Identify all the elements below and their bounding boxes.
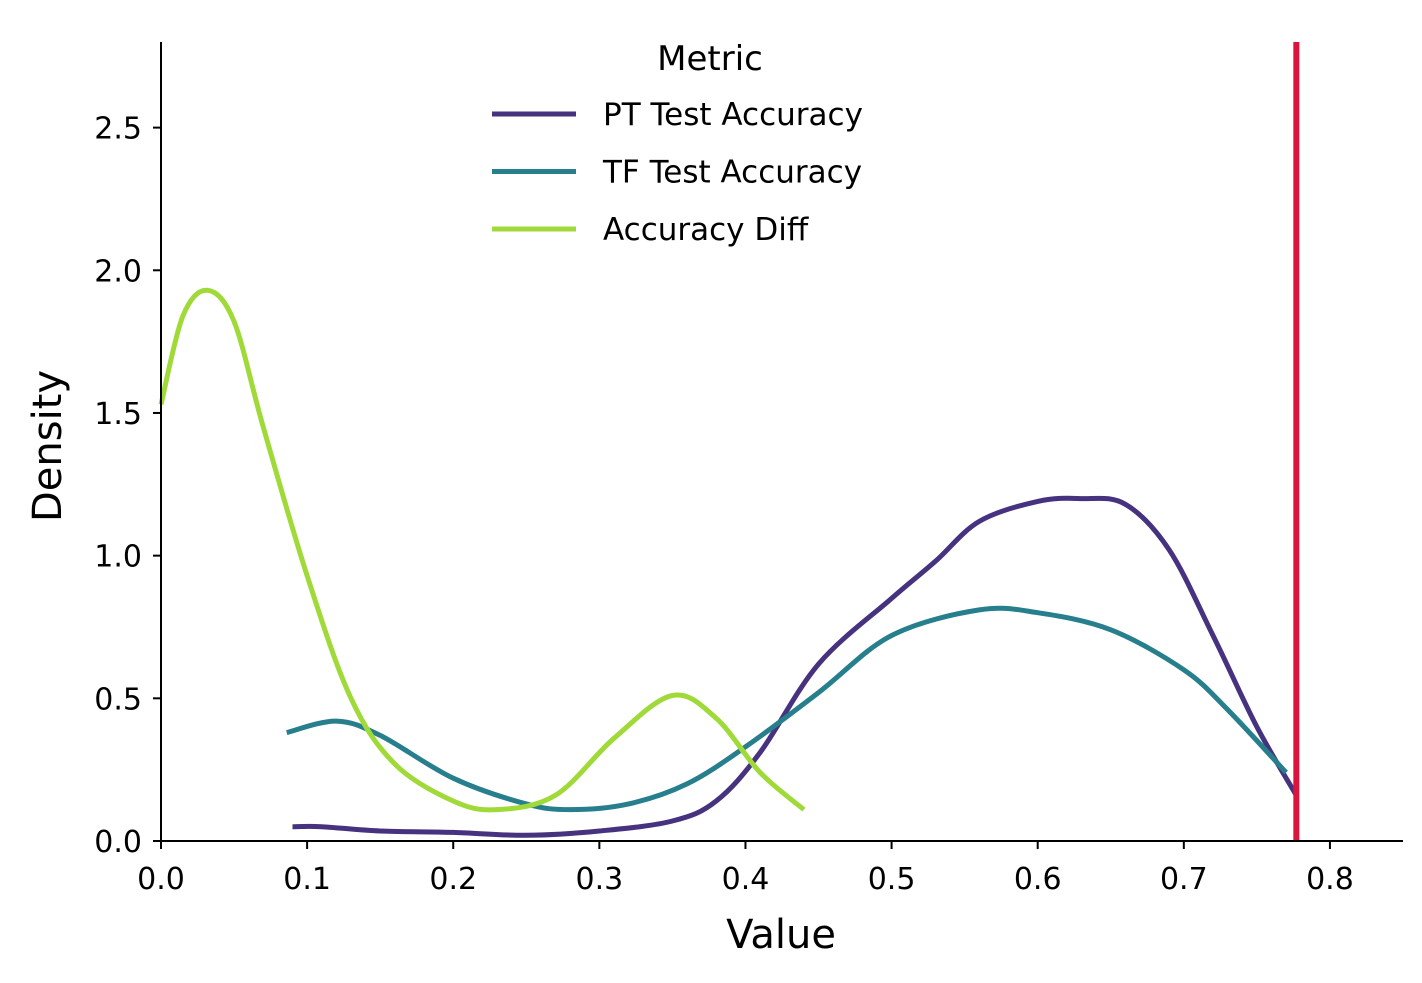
y-tick-label: 1.5 xyxy=(94,397,142,432)
axes xyxy=(160,42,1403,842)
x-tick-label: 0.4 xyxy=(722,862,770,897)
x-tick-label: 0.2 xyxy=(429,862,477,897)
x-ticks: 0.0 0.1 0.2 0.3 0.4 0.5 0.6 0.7 0.8 xyxy=(137,841,1354,897)
legend-label-accuracy-diff: Accuracy Diff xyxy=(603,212,809,248)
y-tick-label: 2.0 xyxy=(94,254,142,289)
x-tick-label: 0.3 xyxy=(575,862,623,897)
y-tick-label: 0.5 xyxy=(94,682,142,717)
series-line-tf-test-accuracy xyxy=(286,605,1288,813)
x-tick-label: 0.0 xyxy=(137,862,185,897)
y-tick-label: 1.0 xyxy=(94,540,142,575)
x-tick-label: 0.6 xyxy=(1014,862,1062,897)
plot-area xyxy=(158,42,1300,841)
x-tick-label: 0.8 xyxy=(1306,862,1354,897)
x-axis-title: Value xyxy=(726,912,836,958)
x-tick-label: 0.7 xyxy=(1160,862,1208,897)
legend-label-tf-test-accuracy: TF Test Accuracy xyxy=(602,155,862,191)
series-line-pt-test-accuracy xyxy=(292,495,1299,838)
y-ticks: 0.0 0.5 1.0 1.5 2.0 2.5 xyxy=(94,112,161,860)
legend-title: Metric xyxy=(657,39,763,79)
y-axis-title: Density xyxy=(25,370,71,522)
x-tick-label: 0.5 xyxy=(868,862,916,897)
series-line-accuracy-diff xyxy=(158,287,806,813)
x-tick-label: 0.1 xyxy=(283,862,331,897)
legend-label-pt-test-accuracy: PT Test Accuracy xyxy=(603,97,863,133)
legend: Metric PT Test Accuracy TF Test Accuracy A… xyxy=(492,39,863,248)
y-tick-label: 2.5 xyxy=(94,112,142,147)
y-tick-label: 0.0 xyxy=(94,825,142,860)
